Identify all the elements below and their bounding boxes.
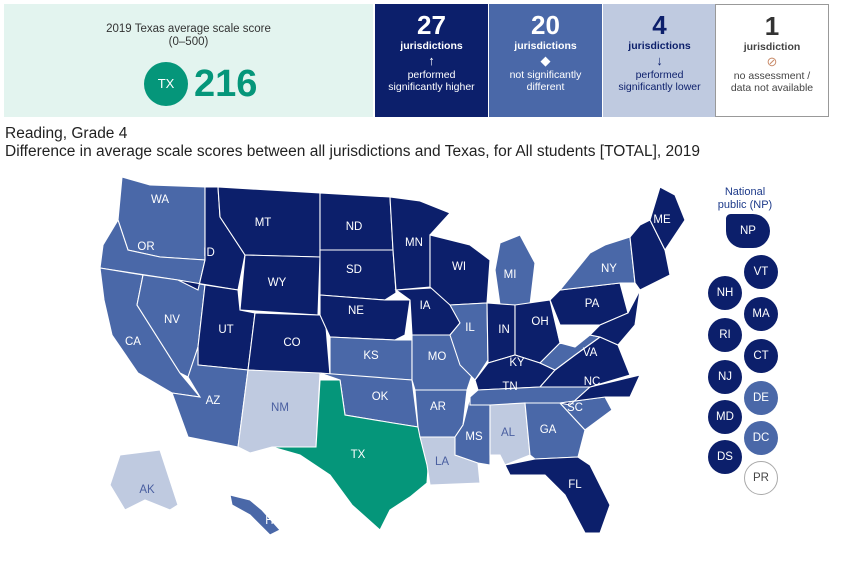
state-co[interactable] [247, 312, 331, 376]
small-state-nh[interactable]: NH [708, 276, 742, 310]
state-tx[interactable] [271, 379, 431, 531]
state-label-hi: HI [265, 515, 277, 527]
state-label-ak: AK [139, 484, 155, 496]
national-public-label: National public (NP) [717, 186, 773, 211]
legend-same-count: 20 [531, 10, 560, 40]
us-map: WA OR CA NV ID MT WY UT CO AZ NM ND SD NE KS OK TX MN IA MO… [0, 165, 700, 545]
state-labels: WA OR CA NV ID MT WY UT CO AZ NM ND SD NE KS OK TX MN IA MO… [125, 194, 671, 527]
state-label-al: AL [501, 427, 516, 439]
state-label-id: ID [203, 247, 215, 259]
state-label-wa: WA [151, 194, 169, 206]
state-ny[interactable] [558, 236, 636, 291]
state-label-mn: MN [405, 237, 423, 249]
small-state-ds[interactable]: DS [708, 440, 742, 474]
small-state-ri[interactable]: RI [708, 318, 742, 352]
not-available-icon: ⊘ [766, 54, 778, 69]
state-label-az: AZ [206, 395, 221, 407]
state-label-ny: NY [601, 263, 617, 275]
state-label-nd: ND [346, 221, 363, 233]
state-hi[interactable] [229, 494, 281, 536]
state-label-fl: FL [568, 479, 582, 491]
state-label-tn: TN [502, 381, 517, 393]
focal-score-value: 216 [194, 63, 258, 105]
state-label-la: LA [435, 456, 449, 468]
state-label-pa: PA [585, 298, 600, 310]
arrow-down-icon: ↓ [656, 53, 663, 68]
state-fl[interactable] [504, 456, 611, 534]
state-label-ok: OK [372, 391, 389, 403]
legend-na-desc: no assessment / data not available [730, 70, 814, 94]
state-label-mt: MT [255, 217, 272, 229]
state-label-co: CO [283, 337, 300, 349]
state-label-ks: KS [363, 350, 379, 362]
state-label-mo: MO [428, 351, 447, 363]
legend-lower-desc: performed significantly lower [618, 69, 701, 93]
state-label-nv: NV [164, 314, 180, 326]
legend-higher[interactable]: 27 jurisdictions ↑ performed significantl… [375, 4, 488, 117]
legend-lower-count: 4 [652, 10, 667, 40]
legend-lower-unit: jurisdictions [628, 40, 691, 52]
state-label-wy: WY [268, 277, 287, 289]
legend-higher-desc: performed significantly higher [388, 69, 475, 93]
legend-higher-count: 27 [417, 10, 446, 40]
state-label-sc: SC [567, 402, 583, 414]
state-label-mi: MI [504, 269, 517, 281]
state-ne[interactable] [319, 294, 411, 341]
state-wa[interactable] [117, 176, 206, 261]
state-ak[interactable] [109, 449, 179, 511]
legend-not-available[interactable]: 1 jurisdiction ⊘ no assessment / data not… [715, 4, 829, 117]
results-summary-bar: 2019 Texas average scale score (0–500) T… [4, 4, 846, 117]
national-public-marker[interactable]: NP [726, 214, 770, 248]
state-label-wv: WV [558, 335, 577, 347]
state-label-me: ME [653, 214, 671, 226]
state-label-ky: KY [509, 357, 525, 369]
legend-na-count: 1 [764, 11, 780, 41]
focal-score-title: 2019 Texas average scale score [106, 23, 271, 35]
state-label-ca: CA [125, 336, 141, 348]
focal-score-panel: 2019 Texas average scale score (0–500) T… [4, 4, 373, 117]
legend-na-unit: jurisdiction [743, 41, 801, 53]
state-label-tx: TX [351, 449, 366, 461]
state-label-sd: SD [346, 264, 362, 276]
state-mid-atlantic [588, 289, 641, 346]
state-label-nm: NM [271, 402, 289, 414]
state-label-ms: MS [465, 431, 483, 443]
map-subtitle: Difference in average scale scores betwe… [5, 143, 701, 160]
small-state-vt[interactable]: VT [744, 255, 778, 289]
legend-same-desc: not significantly different [509, 69, 582, 93]
small-state-de[interactable]: DE [744, 381, 778, 415]
state-label-ut: UT [218, 324, 233, 336]
us-map-svg: WA OR CA NV ID MT WY UT CO AZ NM ND SD NE KS OK TX MN IA MO… [99, 176, 686, 536]
state-label-il: IL [465, 322, 475, 334]
state-sd[interactable] [319, 249, 397, 301]
state-label-nc: NC [584, 376, 601, 388]
state-label-ia: IA [420, 300, 431, 312]
state-label-or: OR [137, 241, 154, 253]
small-state-pr[interactable]: PR [744, 461, 778, 495]
small-state-md[interactable]: MD [708, 400, 742, 434]
legend-same-unit: jurisdictions [514, 40, 577, 52]
state-label-wi: WI [452, 261, 466, 273]
subject-heading: Reading, Grade 4 [5, 125, 128, 142]
small-state-dc[interactable]: DC [744, 421, 778, 455]
legend-not-different[interactable]: 20 jurisdictions ◆ not significantly diff… [489, 4, 602, 117]
small-state-ma[interactable]: MA [744, 297, 778, 331]
arrow-up-icon: ↑ [428, 53, 435, 68]
state-me[interactable] [649, 186, 686, 252]
state-new-england [629, 219, 671, 291]
state-label-in: IN [498, 324, 510, 336]
diamond-icon: ◆ [540, 53, 551, 68]
state-label-ne: NE [348, 305, 364, 317]
focal-score-range: (0–500) [168, 36, 209, 48]
legend-higher-unit: jurisdictions [400, 40, 463, 52]
state-label-va: VA [583, 347, 598, 359]
state-label-oh: OH [531, 316, 548, 328]
small-state-ct[interactable]: CT [744, 339, 778, 373]
small-state-nj[interactable]: NJ [708, 360, 742, 394]
state-label-ga: GA [540, 424, 557, 436]
state-label-ar: AR [430, 401, 446, 413]
focal-state-badge: TX [144, 62, 188, 106]
legend-lower[interactable]: 4 jurisdictions ↓ performed significantly… [603, 4, 716, 117]
